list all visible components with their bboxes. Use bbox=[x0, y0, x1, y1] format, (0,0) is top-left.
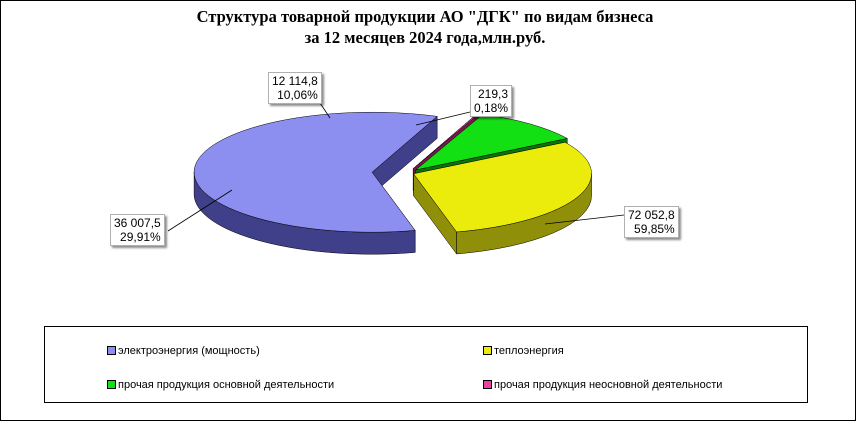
pie-slice-heat bbox=[413, 141, 592, 255]
data-label-value: 72 052,8 bbox=[628, 208, 675, 222]
chart-title-line1: Структура товарной продукции АО "ДГК" по… bbox=[196, 7, 654, 26]
data-label-percent: 10,06% bbox=[277, 88, 318, 102]
legend-swatch bbox=[483, 345, 492, 355]
legend-label: прочая продукция неосновной деятельности bbox=[494, 379, 723, 391]
data-label-value: 219,3 bbox=[478, 87, 509, 101]
data-label-percent: 59,85% bbox=[634, 222, 675, 236]
data-label-other-core: 12 114,8 10,06% bbox=[268, 72, 322, 104]
data-label-value: 36 007,5 bbox=[114, 216, 161, 230]
data-label-electricity: 72 052,8 59,85% bbox=[624, 206, 679, 238]
data-label-value: 12 114,8 bbox=[272, 74, 318, 88]
legend-swatch bbox=[483, 379, 492, 389]
data-label-other-non-core: 219,3 0,18% bbox=[470, 85, 513, 117]
data-label-percent: 0,18% bbox=[474, 101, 509, 115]
leader-line-electricity bbox=[544, 214, 625, 225]
leader-line-heat bbox=[167, 189, 233, 232]
data-label-heat: 36 007,5 29,91% bbox=[110, 214, 165, 246]
legend-item-electricity: электроэнергия (мощность) bbox=[107, 344, 260, 358]
legend-item-other-core: прочая продукция основной деятельности bbox=[107, 378, 334, 392]
legend-item-heat: теплоэнергия bbox=[483, 344, 564, 358]
legend-label: прочая продукция основной деятельности bbox=[118, 379, 335, 391]
data-label-percent: 29,91% bbox=[120, 230, 161, 244]
pie-slice-electricity bbox=[193, 111, 438, 255]
chart-title-line2: за 12 месяцев 2024 года,млн.руб. bbox=[304, 28, 546, 47]
legend-item-other-non-core: прочая продукция неосновной деятельности bbox=[483, 378, 722, 392]
legend-label: электроэнергия (мощность) bbox=[118, 345, 260, 357]
chart-title: Структура товарной продукции АО "ДГК" по… bbox=[80, 6, 770, 48]
legend-swatch bbox=[107, 379, 116, 389]
chart-legend: электроэнергия (мощность) теплоэнергия п… bbox=[44, 326, 808, 403]
legend-label: теплоэнергия bbox=[494, 345, 564, 357]
leader-line-other-non-core bbox=[415, 111, 471, 126]
legend-swatch bbox=[107, 345, 116, 355]
